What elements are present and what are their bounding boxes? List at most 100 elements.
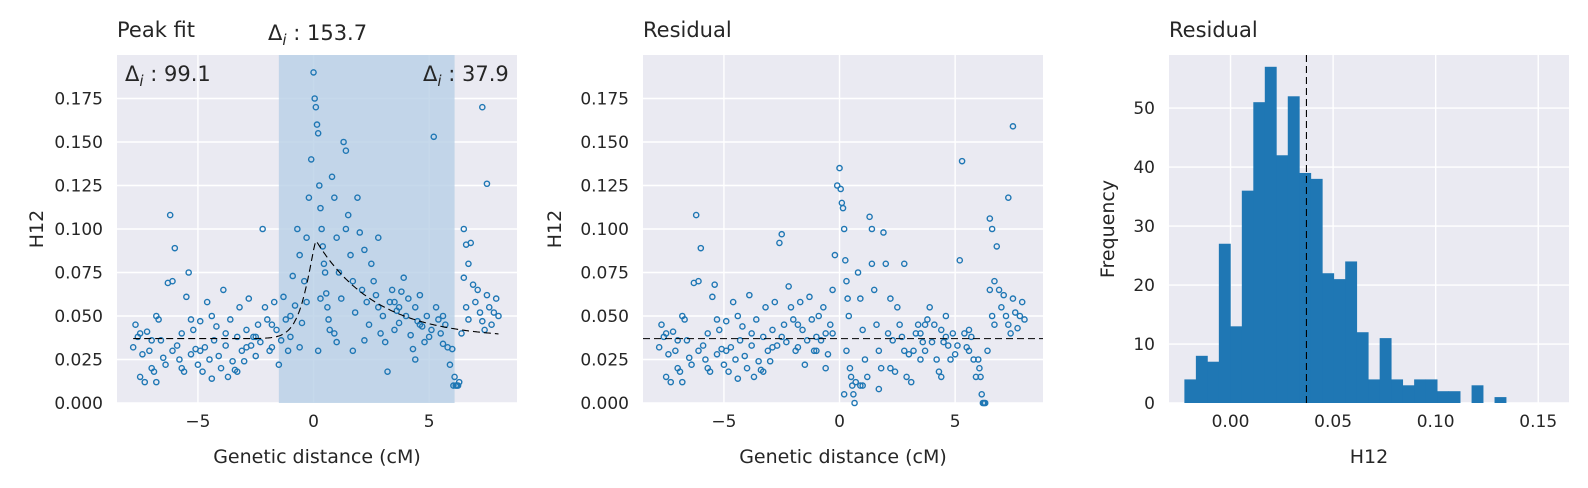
scatter-point — [215, 352, 223, 360]
scatter-point — [270, 298, 278, 306]
scatter-point — [492, 295, 500, 302]
scatter-point — [340, 138, 347, 146]
y-axis-label: H12 — [544, 210, 566, 248]
scatter-point — [331, 194, 338, 201]
scatter-point — [783, 338, 790, 346]
scatter-point — [153, 378, 160, 386]
histogram-bar — [1253, 102, 1266, 404]
scatter-point — [313, 121, 321, 128]
scatter-point — [321, 269, 329, 276]
scatter-point — [335, 269, 343, 276]
scatter-point — [921, 321, 929, 329]
y-tick-label: 20 — [1133, 276, 1155, 296]
scatter-point — [898, 333, 906, 341]
scatter-point — [679, 378, 686, 386]
scatter-point — [889, 337, 897, 344]
histogram-bar — [1356, 332, 1369, 403]
scatter-point — [926, 303, 934, 311]
scatter-point — [361, 246, 368, 254]
histogram-bar — [1218, 243, 1231, 403]
y-tick-label: 0.150 — [54, 133, 103, 153]
scatter-point — [780, 321, 788, 329]
scatter-point — [843, 347, 850, 355]
scatter-point — [316, 182, 323, 189]
scatter-point — [785, 283, 792, 290]
scatter-point — [351, 309, 359, 316]
scatter-point — [129, 344, 137, 351]
scatter-point — [748, 342, 755, 349]
x-tick-label: 0.05 — [1314, 412, 1352, 432]
scatter-point — [136, 373, 144, 381]
scatter-point — [363, 298, 371, 306]
scatter-point — [803, 337, 811, 344]
scatter-point — [365, 321, 373, 329]
scatter-point — [368, 260, 375, 268]
scatter-point — [263, 316, 271, 323]
scatter-point — [190, 326, 197, 334]
scatter-point — [479, 317, 486, 325]
scatter-point — [289, 272, 297, 280]
scatter-point — [769, 326, 776, 334]
scatter-point — [421, 338, 428, 346]
y-tick-label: 0.025 — [54, 351, 103, 371]
scatter-point — [891, 368, 899, 375]
scatter-point — [995, 286, 1003, 294]
scatter-point — [919, 338, 927, 346]
scatter-point — [903, 373, 910, 381]
scatter-point — [400, 274, 408, 282]
scatter-point — [257, 338, 264, 346]
scatter-point — [280, 293, 287, 301]
scatter-point — [741, 352, 749, 360]
scatter-point — [240, 357, 248, 365]
scatter-point — [750, 373, 758, 381]
scatter-point — [312, 103, 320, 111]
scatter-point — [217, 364, 225, 372]
histogram-bar — [1494, 397, 1507, 403]
histogram-bar — [1195, 355, 1208, 403]
x-tick-label: 5 — [424, 412, 435, 432]
y-tick-label: 30 — [1133, 217, 1155, 237]
scatter-point — [314, 347, 322, 355]
scatter-point — [993, 243, 1001, 250]
scatter-point — [850, 390, 857, 398]
scatter-point — [801, 361, 809, 369]
scatter-point — [965, 326, 973, 334]
scatter-point — [734, 375, 742, 382]
scatter-point — [451, 373, 458, 381]
panel-residual-scatter: −5 0 5 0.000 0.025 0.050 0.075 0.100 0.125 0.150 0… — [544, 18, 1043, 468]
scatter-point — [458, 330, 465, 337]
scatter-point — [743, 364, 751, 372]
scatter-point — [840, 225, 848, 233]
scatter-point — [831, 251, 839, 259]
scatter-point — [859, 382, 866, 389]
scatter-point — [454, 382, 462, 389]
scatter-point — [222, 330, 229, 337]
scatter-point — [887, 364, 894, 372]
scatter-point — [978, 390, 986, 398]
scatter-point — [854, 269, 862, 276]
scatter-point — [303, 298, 310, 306]
scatter-point — [851, 399, 858, 407]
scatter-point — [697, 244, 705, 252]
scatter-point — [349, 347, 357, 355]
scatter-point — [917, 356, 924, 363]
y-tick-label: 50 — [1133, 99, 1155, 119]
scatter-point — [991, 277, 998, 285]
scatter-point — [951, 350, 959, 358]
scatter-point — [699, 342, 707, 349]
scatter-point — [294, 225, 301, 233]
y-tick-label: 40 — [1133, 158, 1155, 178]
scatter-point — [875, 347, 883, 355]
y-tick-label: 0.075 — [54, 264, 103, 284]
scatter-point — [713, 316, 721, 323]
scatter-point — [462, 303, 470, 311]
scatter-point — [711, 281, 718, 288]
scatter-point — [469, 281, 477, 288]
scatter-point — [342, 225, 350, 233]
histogram-bar — [1448, 391, 1461, 403]
histogram-bars — [1184, 66, 1507, 404]
scatter-point — [1005, 321, 1012, 329]
y-tick-label: 0.175 — [580, 90, 629, 110]
scatter-point — [196, 317, 204, 325]
scatter-point — [465, 316, 472, 323]
